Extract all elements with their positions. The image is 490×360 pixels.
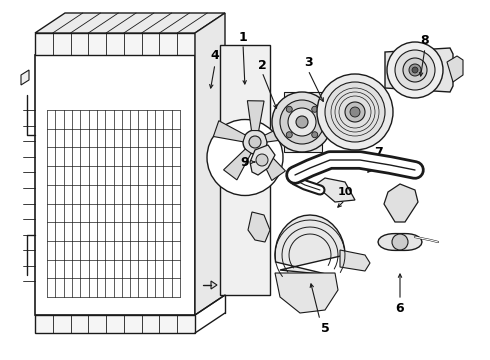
Text: 4: 4: [211, 49, 220, 62]
Circle shape: [312, 106, 318, 112]
Circle shape: [288, 108, 316, 136]
Polygon shape: [35, 55, 195, 315]
Polygon shape: [447, 56, 463, 82]
Circle shape: [207, 120, 283, 195]
Circle shape: [286, 106, 292, 112]
Text: 1: 1: [239, 31, 247, 44]
Polygon shape: [247, 101, 264, 131]
Polygon shape: [35, 13, 225, 33]
Circle shape: [350, 107, 360, 117]
Circle shape: [249, 136, 261, 148]
Polygon shape: [250, 145, 275, 175]
Circle shape: [280, 100, 324, 144]
Circle shape: [296, 116, 308, 128]
Text: 7: 7: [374, 145, 382, 158]
Text: 2: 2: [258, 59, 267, 72]
Polygon shape: [213, 121, 245, 142]
Circle shape: [392, 234, 408, 250]
Polygon shape: [220, 45, 270, 295]
Circle shape: [325, 82, 385, 142]
Polygon shape: [385, 48, 453, 92]
Polygon shape: [384, 184, 418, 222]
Text: 5: 5: [320, 321, 329, 334]
Polygon shape: [275, 215, 345, 275]
Polygon shape: [259, 149, 286, 180]
Polygon shape: [248, 212, 270, 242]
Circle shape: [286, 132, 292, 138]
Polygon shape: [21, 70, 29, 85]
Polygon shape: [410, 163, 418, 177]
Text: 8: 8: [421, 33, 429, 46]
Polygon shape: [211, 281, 217, 289]
Polygon shape: [275, 273, 338, 313]
Polygon shape: [340, 250, 370, 271]
Circle shape: [387, 42, 443, 98]
Circle shape: [409, 64, 421, 76]
Polygon shape: [315, 178, 355, 202]
Text: 9: 9: [241, 156, 249, 168]
Text: 6: 6: [396, 302, 404, 315]
Circle shape: [256, 154, 268, 166]
Polygon shape: [35, 315, 195, 333]
Circle shape: [412, 67, 418, 73]
Polygon shape: [378, 234, 422, 251]
Circle shape: [272, 92, 332, 152]
Circle shape: [345, 102, 365, 122]
Polygon shape: [265, 122, 297, 142]
Circle shape: [243, 130, 267, 154]
Circle shape: [395, 50, 435, 90]
Polygon shape: [195, 13, 225, 315]
Circle shape: [317, 74, 393, 150]
Text: 10: 10: [337, 187, 353, 197]
Circle shape: [312, 132, 318, 138]
Circle shape: [403, 58, 427, 82]
Text: 3: 3: [304, 55, 312, 68]
Polygon shape: [35, 33, 195, 55]
Polygon shape: [284, 92, 322, 152]
Polygon shape: [223, 149, 251, 180]
